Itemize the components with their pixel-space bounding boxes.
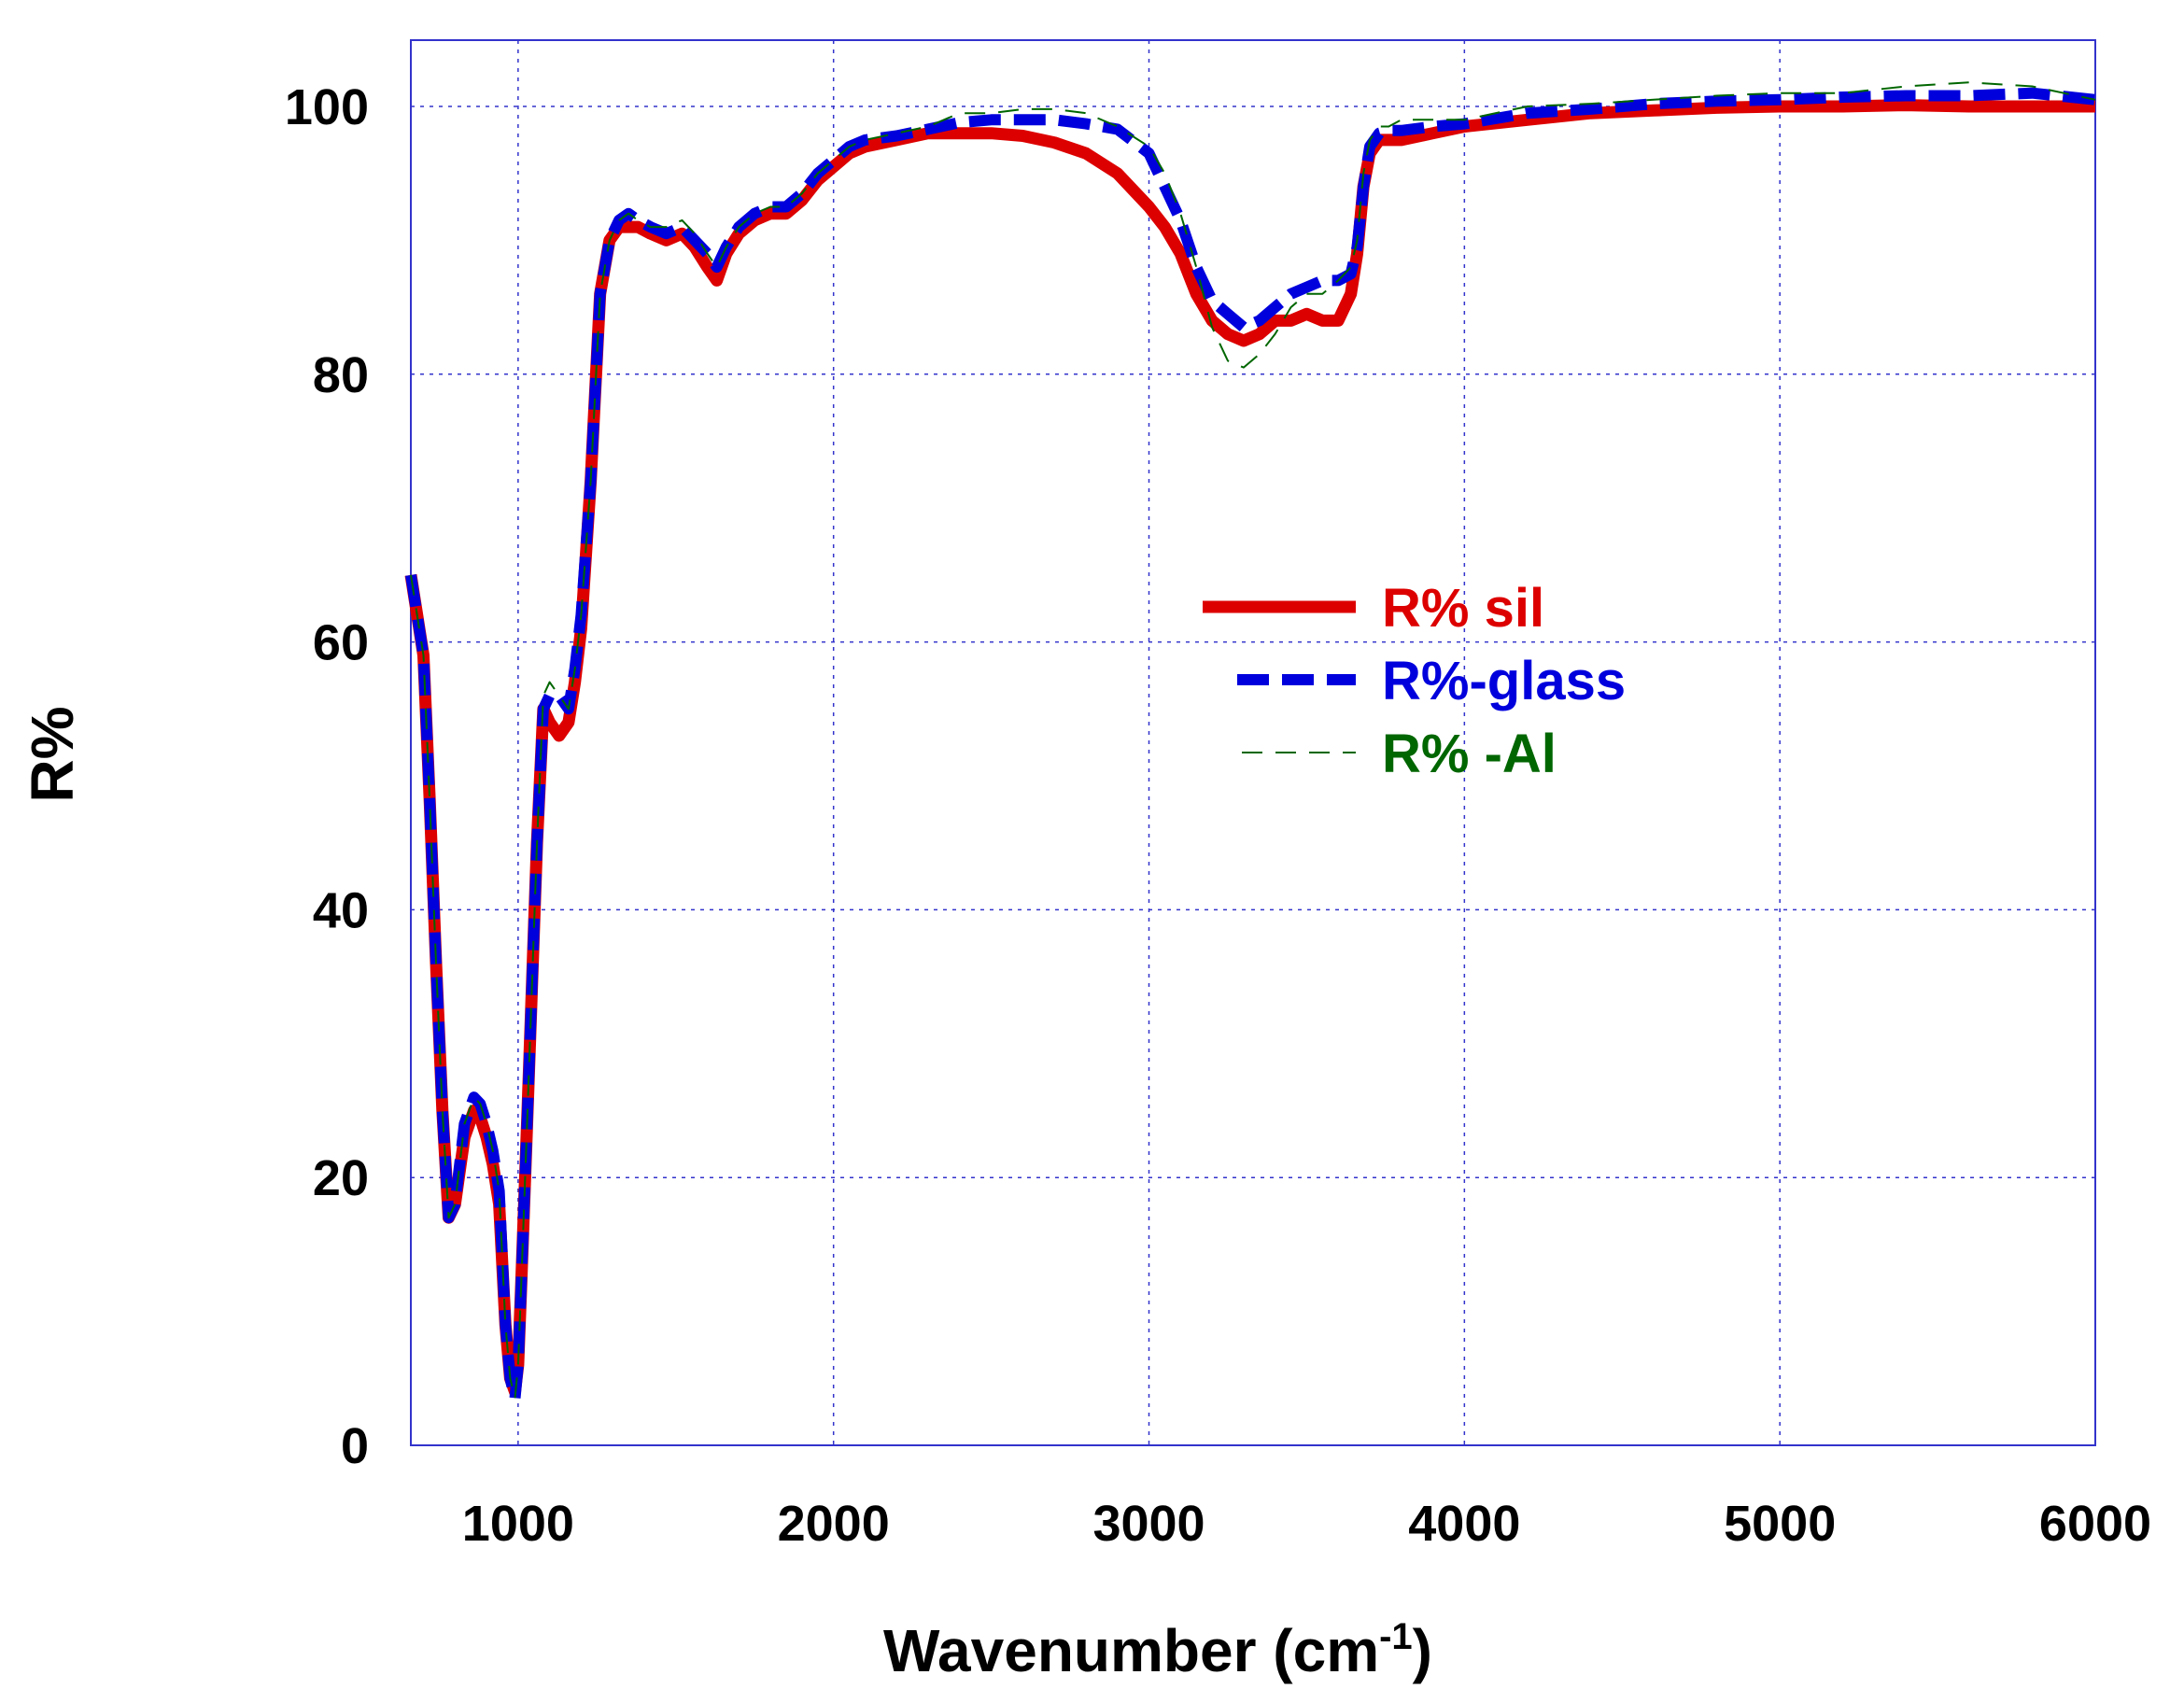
y-tick-label: 80	[313, 347, 369, 403]
x-tick-label: 4000	[1408, 1496, 1520, 1552]
x-axis-title-main: Wavenumber (cm	[883, 1617, 1379, 1684]
y-tick-label: 20	[313, 1150, 369, 1206]
x-tick-label: 1000	[462, 1496, 574, 1552]
y-tick-label: 40	[313, 882, 369, 938]
series-line	[405, 87, 2096, 1404]
x-tick-label: 3000	[1092, 1496, 1205, 1552]
y-tick-label: 100	[285, 79, 369, 135]
x-tick-label: 2000	[778, 1496, 890, 1552]
series-layer	[404, 81, 2096, 1404]
plot-frame	[410, 39, 2096, 1446]
legend-label: R%-glass	[1382, 651, 1626, 711]
legend-label: R% sil	[1382, 578, 1544, 639]
y-tick-label: 60	[313, 615, 369, 671]
x-tick-labels: 1000 2000 3000 4000 5000 6000	[462, 1496, 2151, 1552]
y-tick-labels: 0 20 40 60 80 100	[285, 79, 369, 1474]
x-axis-title-suffix: )	[1413, 1617, 1432, 1684]
grid	[411, 40, 2095, 1445]
y-axis-title: R%	[19, 706, 86, 802]
y-tick-label: 0	[341, 1418, 369, 1474]
legend-label: R% -Al	[1382, 724, 1557, 784]
legend: R% sil R%-glass R% -Al	[1203, 578, 1626, 784]
x-axis-title-superscript: -1	[1379, 1616, 1413, 1657]
x-tick-label: 5000	[1724, 1496, 1836, 1552]
x-tick-label: 6000	[2039, 1496, 2151, 1552]
x-axis-title: Wavenumber (cm-1)	[883, 1616, 1432, 1684]
series-line	[410, 81, 2096, 1400]
series-line	[404, 99, 2095, 1399]
